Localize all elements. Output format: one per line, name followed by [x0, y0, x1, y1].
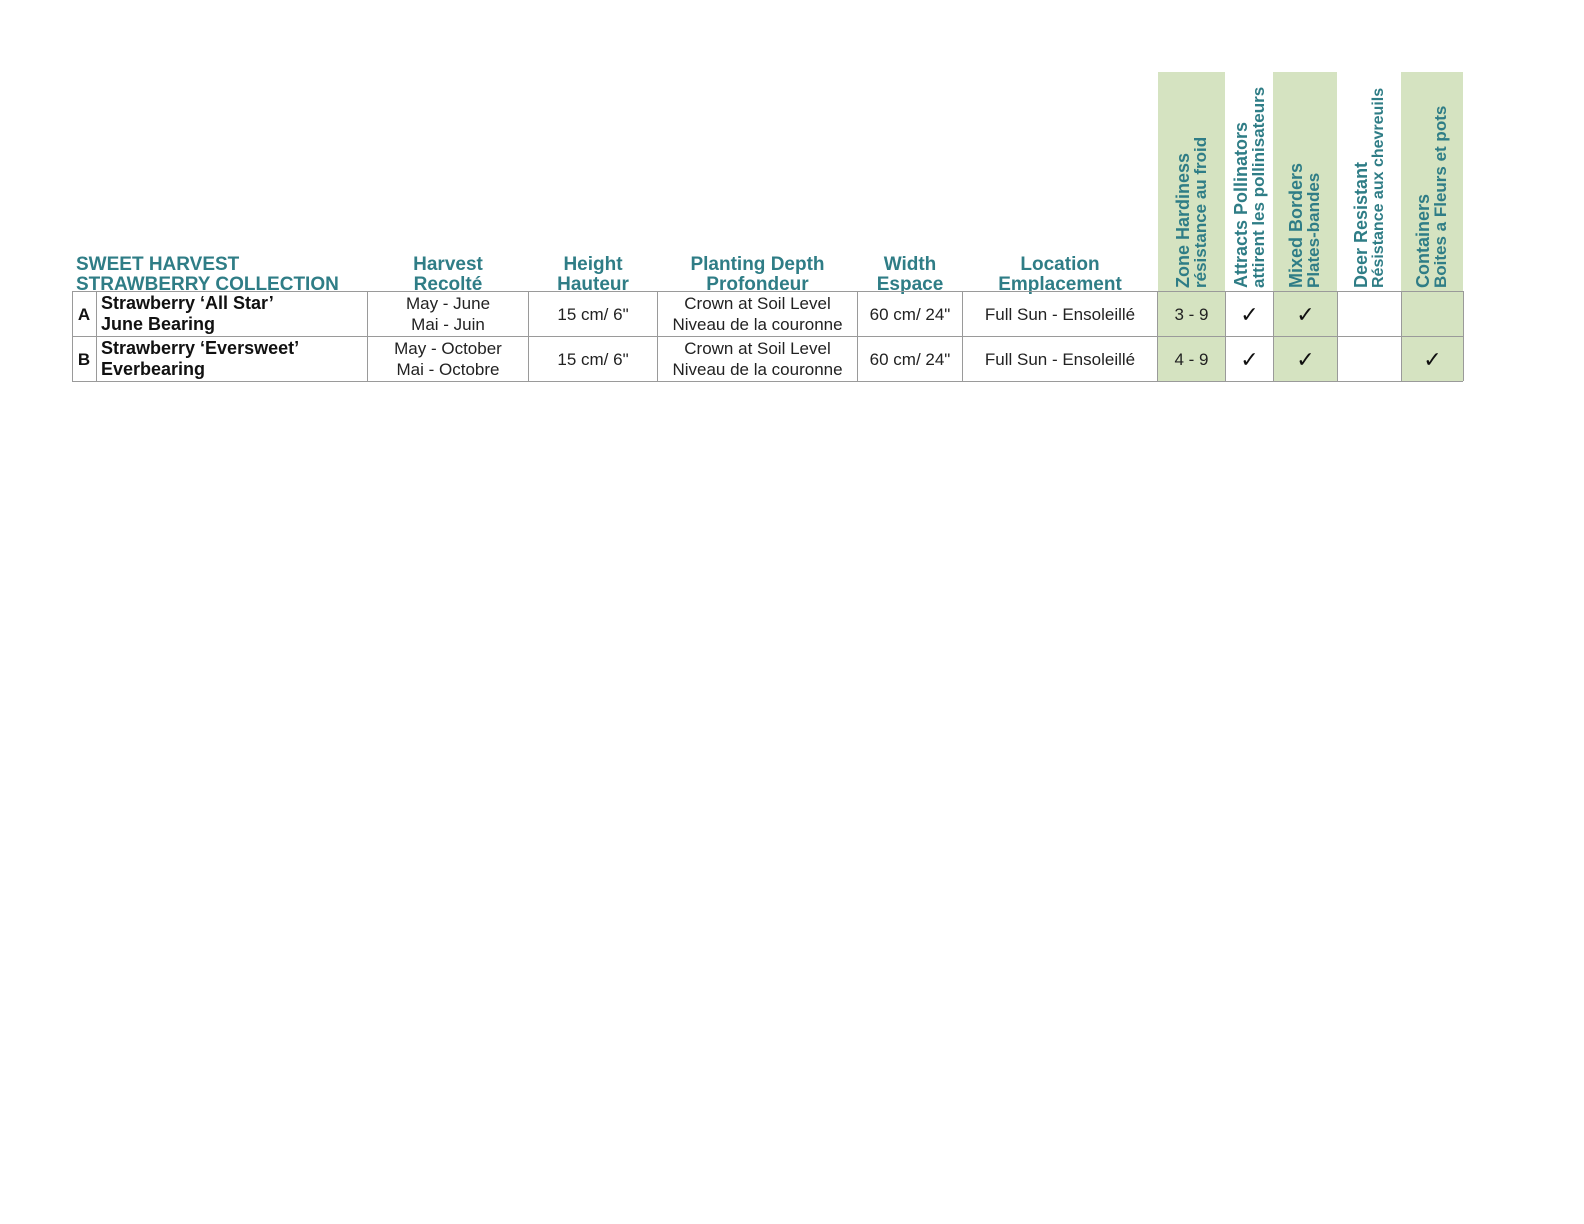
- header-depth-en: Planting Depth: [690, 254, 825, 275]
- grid-bottom: [72, 381, 1463, 382]
- header-deer-en: Deer Resistant: [1350, 161, 1371, 288]
- borders-check: ✓: [1296, 301, 1315, 327]
- collection-title-line2: STRAWBERRY COLLECTION: [76, 274, 339, 295]
- containers-check: [1402, 292, 1463, 336]
- borders-column-bg: [1273, 72, 1337, 381]
- plant-type: Everbearing: [101, 359, 206, 379]
- header-location-fr: Emplacement: [998, 274, 1122, 295]
- height-cell: 15 cm/ 6": [557, 304, 629, 324]
- borders-check: ✓: [1296, 346, 1315, 372]
- pollinators-check: ✓: [1240, 301, 1259, 327]
- header-deer-fr: Résistance aux chevreuils: [1369, 87, 1387, 288]
- plant-name: Strawberry ‘Eversweet’: [101, 338, 300, 358]
- plant-name: Strawberry ‘All Star’: [101, 293, 274, 313]
- location-cell: Full Sun - Ensoleillé: [984, 304, 1136, 324]
- header-location: Location Emplacement: [963, 255, 1157, 295]
- header-borders: Mixed Borders Plates-bandes: [1273, 72, 1337, 290]
- header-width-en: Width: [883, 254, 937, 275]
- grid-middle: [72, 336, 1463, 337]
- header-pollinators-en: Attracts Pollinators: [1230, 121, 1251, 288]
- height-cell: 15 cm/ 6": [557, 349, 629, 369]
- header-zone-en: Zone Hardiness: [1172, 152, 1193, 288]
- header-height-fr: Hauteur: [557, 274, 629, 295]
- header-deer: Deer Resistant Résistance aux chevreuils: [1338, 72, 1401, 290]
- header-pollinators-fr: attirent les pollinisateurs: [1248, 86, 1268, 288]
- grid-v-3: [528, 291, 529, 381]
- header-depth-fr: Profondeur: [706, 274, 809, 295]
- header-harvest-en: Harvest: [413, 254, 483, 275]
- depth-cell: Crown at Soil Level Niveau de la couronn…: [658, 337, 857, 381]
- grid-v-9: [1273, 291, 1274, 381]
- zone-cell: 4 - 9: [1174, 349, 1209, 369]
- grid-v-1: [96, 291, 97, 381]
- header-zone: Zone Hardiness résistance au froid: [1158, 72, 1225, 290]
- header-containers-en: Containers: [1413, 193, 1433, 288]
- header-borders-en: Mixed Borders: [1286, 162, 1306, 288]
- depth-fr: Niveau de la couronne: [672, 360, 843, 379]
- grid-v-12: [1463, 291, 1464, 381]
- header-harvest-fr: Recolté: [413, 274, 483, 295]
- row-letter: B: [77, 349, 91, 369]
- grid-v-10: [1337, 291, 1338, 381]
- harvest-fr: Mai - Octobre: [396, 360, 500, 379]
- grid-v-2: [367, 291, 368, 381]
- zone-cell: 3 - 9: [1174, 304, 1209, 324]
- grid-top: [72, 291, 1463, 292]
- collection-title: SWEET HARVEST STRAWBERRY COLLECTION: [76, 255, 366, 295]
- header-depth: Planting Depth Profondeur: [658, 255, 857, 295]
- header-width: Width Espace: [858, 255, 962, 295]
- harvest-cell: May - October Mai - Octobre: [368, 337, 528, 381]
- header-location-en: Location: [1020, 254, 1100, 275]
- harvest-fr: Mai - Juin: [411, 315, 485, 334]
- plant-name-cell: Strawberry ‘All Star’ June Bearing: [97, 292, 371, 336]
- depth-cell: Crown at Soil Level Niveau de la couronn…: [658, 292, 857, 336]
- header-containers: Containers Boites a Fleurs et pots: [1401, 72, 1463, 290]
- deer-check: [1338, 337, 1401, 381]
- harvest-en: May - October: [394, 339, 502, 358]
- grid-v-4: [657, 291, 658, 381]
- location-cell: Full Sun - Ensoleillé: [984, 349, 1136, 369]
- plant-type: June Bearing: [101, 314, 216, 334]
- plant-name-cell: Strawberry ‘Eversweet’ Everbearing: [97, 337, 371, 381]
- grid-v-0: [72, 291, 73, 381]
- grid-v-8: [1225, 291, 1226, 381]
- harvest-cell: May - June Mai - Juin: [368, 292, 528, 336]
- collection-title-line1: SWEET HARVEST: [76, 254, 240, 275]
- depth-en: Crown at Soil Level: [684, 294, 831, 313]
- header-height-en: Height: [563, 254, 623, 275]
- width-cell: 60 cm/ 24": [869, 304, 951, 324]
- header-containers-fr: Boites a Fleurs et pots: [1431, 105, 1450, 288]
- pollinators-check: ✓: [1240, 346, 1259, 372]
- containers-column-bg: [1401, 72, 1463, 381]
- header-width-fr: Espace: [876, 274, 944, 295]
- header-zone-fr: résistance au froid: [1190, 136, 1210, 288]
- header-pollinators: Attracts Pollinators attirent les pollini…: [1226, 72, 1273, 290]
- width-cell: 60 cm/ 24": [869, 349, 951, 369]
- grid-v-11: [1401, 291, 1402, 381]
- deer-check: [1338, 292, 1401, 336]
- harvest-en: May - June: [405, 294, 491, 313]
- header-height: Height Hauteur: [529, 255, 657, 295]
- depth-fr: Niveau de la couronne: [672, 315, 843, 334]
- grid-v-6: [962, 291, 963, 381]
- header-harvest: Harvest Recolté: [368, 255, 528, 295]
- grid-v-7: [1157, 291, 1158, 381]
- depth-en: Crown at Soil Level: [684, 339, 831, 358]
- row-letter: A: [77, 304, 91, 324]
- zone-column-bg: [1158, 72, 1225, 381]
- header-borders-fr: Plates-bandes: [1304, 172, 1323, 288]
- containers-check: ✓: [1423, 346, 1442, 372]
- grid-v-5: [857, 291, 858, 381]
